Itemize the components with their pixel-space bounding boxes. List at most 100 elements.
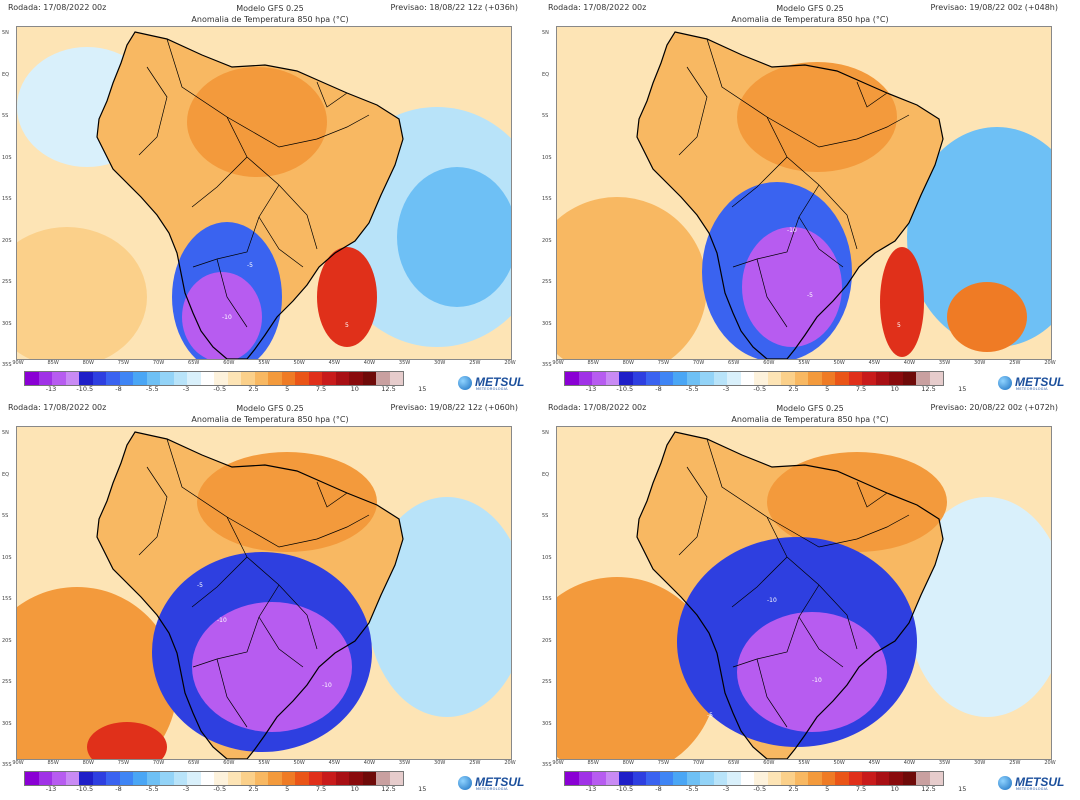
colorbar-swatch (929, 372, 943, 385)
longitude-label: 65W (188, 360, 200, 366)
contour-label: -10 (787, 227, 797, 234)
longitude-label: 25W (1009, 360, 1021, 366)
latitude-label: 10S (542, 154, 552, 161)
colorbar-swatch (794, 372, 808, 385)
longitude-label: 70W (152, 360, 165, 366)
colorbar-swatch (565, 372, 579, 385)
colorbar-tick-label: 15 (418, 385, 427, 393)
metsul-logo: METSUL METEOROLOGIA (458, 374, 528, 392)
colorbar-tick-label: 2.5 (248, 385, 259, 393)
colorbar-swatch (295, 372, 309, 385)
anomaly-map: -10 -10 -5 (16, 426, 512, 760)
longitude-label: 90W (12, 760, 24, 766)
forecast-panel-2: Rodada: 17/08/2022 00z Modelo GFS 0.25 A… (540, 0, 1080, 400)
latitude-label: 30S (542, 720, 552, 727)
colorbar-swatch (754, 372, 768, 385)
colorbar-tick-label: 10 (890, 785, 899, 793)
colorbar-tick-label: 2.5 (248, 785, 259, 793)
longitude-label: 90W (552, 360, 564, 366)
colorbar-swatch (781, 372, 795, 385)
colorbar-tick-label: 5 (285, 385, 290, 393)
longitude-label: 40W (363, 760, 376, 766)
colorbar-swatch (160, 772, 174, 785)
colorbar-swatch (875, 772, 889, 785)
contour-label: -5 (807, 292, 813, 299)
forecast-panel-3: Rodada: 17/08/2022 00z Modelo GFS 0.25 A… (0, 400, 540, 800)
pacific-warm-area (17, 227, 147, 359)
longitude-label: 65W (728, 760, 740, 766)
colorbar-swatch (65, 772, 79, 785)
colorbar-swatch (605, 372, 619, 385)
latitude-label: 15S (2, 196, 12, 202)
amazon-warm-area (197, 452, 377, 552)
contour-label: -10 (222, 314, 232, 321)
colorbar-swatch (929, 772, 943, 785)
longitude-label: 35W (398, 360, 411, 366)
ocean-cold-area (907, 127, 1051, 347)
longitude-label: 30W (974, 360, 986, 366)
colorbar-swatch (38, 772, 52, 785)
colorbar-swatch (119, 772, 133, 785)
latitude-label: EQ (2, 471, 10, 478)
colorbar-swatch (25, 372, 39, 385)
colorbar-swatch (673, 372, 687, 385)
longitude-label: 20W (1044, 360, 1056, 366)
latitude-label: 35S (2, 362, 12, 368)
colorbar-tick-label: 10 (890, 385, 899, 393)
colorbar-swatch (767, 772, 781, 785)
contour-label: -10 (767, 597, 777, 604)
latitude-label: 25S (2, 279, 12, 285)
contour-label: -10 (217, 617, 227, 624)
longitude-label: 60W (223, 360, 235, 366)
longitude-label: 40W (363, 360, 376, 366)
pacific-warm-area (17, 587, 177, 759)
pacific-hot-area (87, 722, 167, 759)
panel-title: Modelo GFS 0.25 Anomalia de Temperatura … (540, 3, 1080, 25)
latitude-label: 35S (542, 762, 552, 768)
colorbar-swatch (713, 772, 727, 785)
colorbar-tick-label: 7.5 (855, 385, 867, 393)
colorbar-swatch (619, 372, 633, 385)
colorbar-swatch (875, 372, 889, 385)
colorbar-swatch (754, 772, 768, 785)
longitude-label: 70W (152, 760, 165, 766)
panel-header: Rodada: 17/08/2022 00z Modelo GFS 0.25 A… (0, 0, 540, 26)
colorbar-swatch (646, 772, 660, 785)
colorbar-swatch (835, 772, 849, 785)
latitude-label: 15S (542, 196, 552, 202)
longitude-label: 60W (763, 360, 775, 366)
latitude-label: 20S (2, 237, 12, 244)
colorbar-swatch (781, 772, 795, 785)
contour-label: -5 (707, 712, 713, 719)
longitude-label: 90W (552, 760, 564, 766)
longitude-label: 50W (833, 760, 845, 766)
colorbar-swatch (254, 772, 268, 785)
colorbar-swatch (565, 772, 579, 785)
latitude-label: 5N (2, 430, 9, 436)
colorbar-swatch (862, 372, 876, 385)
variable-label: Anomalia de Temperatura 850 hpa (°C) (191, 15, 349, 24)
colorbar-swatch (659, 772, 673, 785)
rodada-label: Rodada: 17/08/2022 00z (548, 3, 647, 12)
latitude-label: EQ (2, 71, 10, 78)
anomaly-map: -10 -10 -5 (556, 426, 1052, 760)
map-canvas: -10 -5 5 (17, 27, 511, 359)
panel-header: Rodada: 17/08/2022 00z Modelo GFS 0.25 A… (0, 400, 540, 426)
colorbar-tick-label: -8 (655, 385, 662, 393)
contour-label: 5 (345, 322, 349, 329)
latitude-label: 15S (542, 596, 552, 602)
longitude-label: 75W (657, 360, 670, 366)
colorbar-tick-label: 10 (350, 785, 359, 793)
colorbar-tick-label: 2.5 (788, 385, 799, 393)
colorbar-swatch (605, 772, 619, 785)
longitude-label: 20W (504, 360, 516, 366)
colorbar-swatch (740, 372, 754, 385)
longitude-label: 80W (82, 360, 94, 366)
colorbar-tick-label: 7.5 (855, 785, 867, 793)
colorbar-swatch (646, 372, 660, 385)
colorbar-swatch (592, 372, 606, 385)
colorbar-tick-label: -5.5 (685, 785, 699, 793)
colorbar-tick-label: 12.5 (381, 385, 396, 393)
colorbar-swatch (52, 772, 66, 785)
colorbar-swatch (281, 372, 295, 385)
